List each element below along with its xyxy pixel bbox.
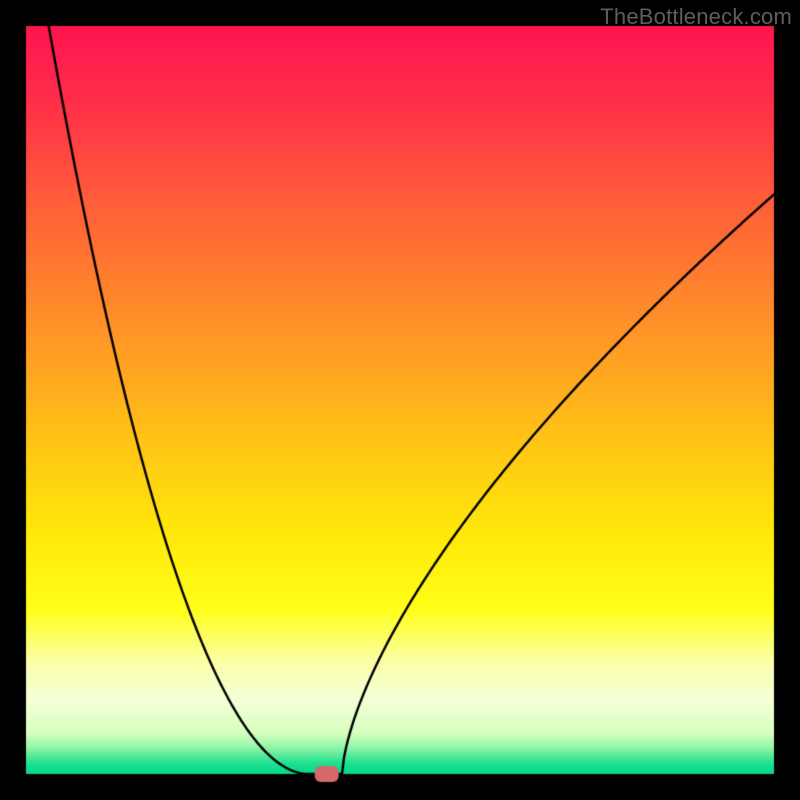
bottleneck-chart [0, 0, 800, 800]
watermark-text: TheBottleneck.com [600, 4, 792, 30]
